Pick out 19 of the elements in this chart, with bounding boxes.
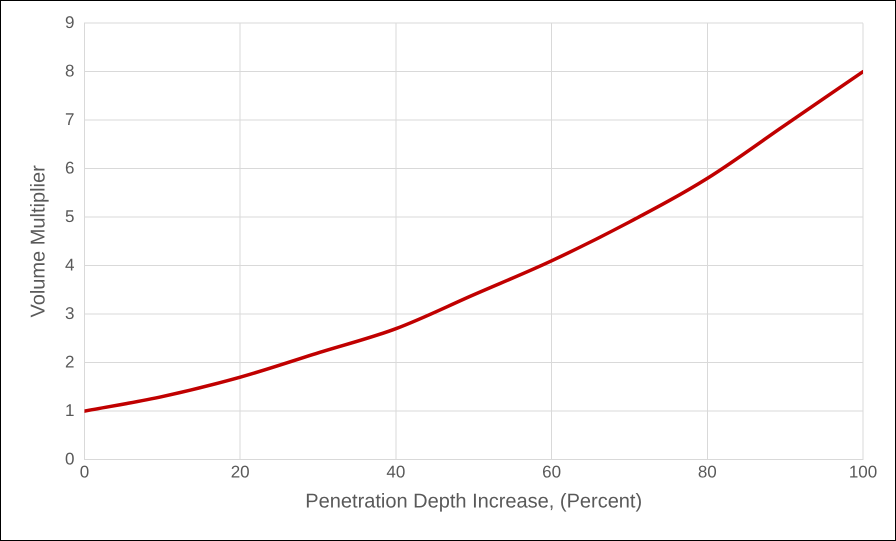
y-axis-title: Volume Multiplier <box>28 164 50 318</box>
x-tick-label: 80 <box>698 462 717 482</box>
x-tick-label: 100 <box>848 462 878 482</box>
y-tick-label: 0 <box>64 449 74 468</box>
x-tick-label: 60 <box>542 462 562 482</box>
y-tick-label: 9 <box>64 12 74 32</box>
y-tick-label: 1 <box>64 400 74 420</box>
y-tick-label: 3 <box>64 304 74 323</box>
x-axis-title: Penetration Depth Increase, (Percent) <box>305 490 642 513</box>
y-tick-label: 4 <box>64 255 74 274</box>
y-tick-label: 5 <box>64 206 74 226</box>
y-tick-label: 7 <box>64 110 74 129</box>
x-tick-label: 20 <box>230 462 250 482</box>
x-tick-label: 0 <box>80 462 90 482</box>
line-series <box>84 70 863 413</box>
y-tick-label: 6 <box>64 158 74 178</box>
y-tick-label: 2 <box>64 352 74 372</box>
x-tick-label: 40 <box>386 462 406 482</box>
y-tick-label: 8 <box>64 61 74 80</box>
